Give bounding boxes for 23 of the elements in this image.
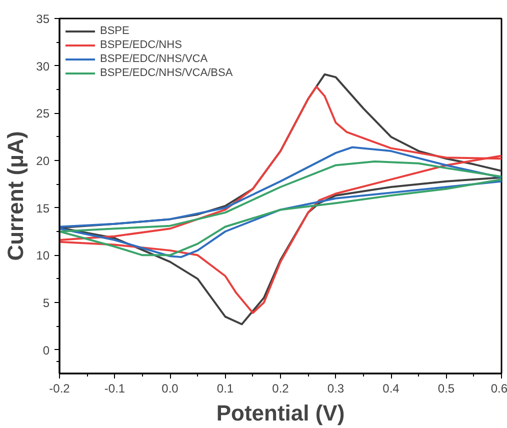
x-tick-label: -0.2 [49,382,70,396]
x-tick-label: 0.0 [162,382,179,396]
y-tick-label: 10 [36,248,50,263]
x-tick-label: 0.3 [327,382,344,396]
legend-label: BSPE [100,24,130,38]
legend-label: BSPE/EDC/NHS/VCA/BSA [100,66,233,80]
y-tick-label: 20 [36,154,50,168]
legend-label: BSPE/EDC/NHS [100,38,182,52]
x-axis-title: Potential (V) [216,400,345,426]
x-tick-label: 0.6 [490,382,507,396]
y-tick-label: 25 [36,106,50,121]
y-tick-label: 0 [42,343,50,358]
legend-label: BSPE/EDC/NHS/VCA [100,52,208,66]
y-tick-label: 5 [42,296,50,310]
x-tick-label: 0.1 [216,382,234,396]
y-tick-label: 35 [36,12,50,26]
x-tick-label: 0.2 [272,382,290,396]
y-tick-label: 30 [36,59,50,74]
x-tick-label: -0.1 [104,382,126,396]
x-tick-label: 0.4 [382,382,400,396]
y-tick-label: 15 [36,201,50,216]
x-tick-label: 0.5 [438,382,455,396]
y-axis-title: Current (μA) [3,131,28,261]
